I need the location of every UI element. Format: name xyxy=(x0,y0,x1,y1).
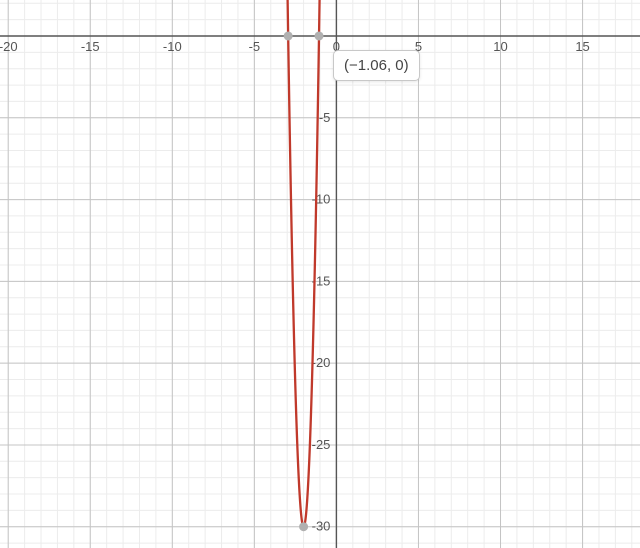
svg-text:-25: -25 xyxy=(312,437,331,452)
parabola-chart: -20-15-10-5051015-5-10-15-20-25-30 xyxy=(0,0,640,548)
point-marker[interactable] xyxy=(315,31,324,40)
svg-text:-10: -10 xyxy=(312,192,331,207)
point-marker[interactable] xyxy=(284,31,293,40)
svg-text:15: 15 xyxy=(575,39,589,54)
svg-text:-20: -20 xyxy=(312,355,331,370)
tooltip-text: (−1.06, 0) xyxy=(344,57,409,74)
point-tooltip: (−1.06, 0) xyxy=(333,50,420,81)
svg-text:-10: -10 xyxy=(163,39,182,54)
svg-text:-5: -5 xyxy=(249,39,261,54)
svg-text:-30: -30 xyxy=(312,519,331,534)
svg-text:-15: -15 xyxy=(81,39,100,54)
svg-text:10: 10 xyxy=(493,39,507,54)
point-marker[interactable] xyxy=(299,522,308,531)
svg-text:-20: -20 xyxy=(0,39,18,54)
svg-text:-5: -5 xyxy=(319,110,331,125)
